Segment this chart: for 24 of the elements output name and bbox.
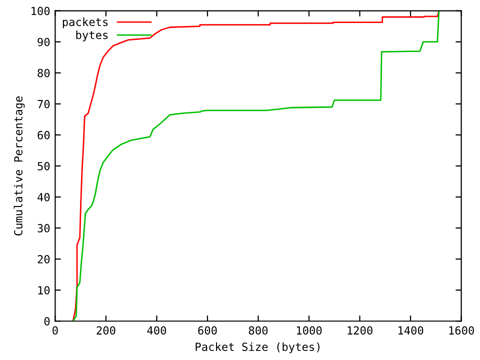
legend-label: packets [62,18,108,28]
y-axis-title: Cumulative Percentage [14,96,25,236]
x-tick-label: 200 [96,326,116,335]
x-tick-label: 400 [147,326,166,335]
x-tick-label: 1600 [449,326,474,335]
x-tick-label: 600 [198,326,217,335]
x-tick-label: 0 [52,326,58,335]
x-tick-label: 1000 [296,326,322,335]
y-tick-label: 60 [38,130,50,140]
legend-label: bytes [76,30,108,42]
y-tick-label: 50 [38,162,50,170]
y-tick-label: 70 [38,100,50,108]
x-tick-label: 800 [248,326,268,335]
x-axis-title: Packet Size (bytes) [196,342,320,354]
y-tick-label: 20 [38,255,50,264]
y-tick-label: 40 [38,192,50,202]
x-tick-label: 1200 [348,326,372,335]
y-tick-label: 80 [38,68,50,78]
y-tick-label: 90 [38,38,50,46]
x-tick-label: 1400 [398,326,424,335]
y-tick-label: 30 [38,224,50,232]
y-tick-label: 0 [44,317,50,326]
y-tick-label: 100 [32,6,50,16]
y-tick-label: 10 [38,286,50,294]
